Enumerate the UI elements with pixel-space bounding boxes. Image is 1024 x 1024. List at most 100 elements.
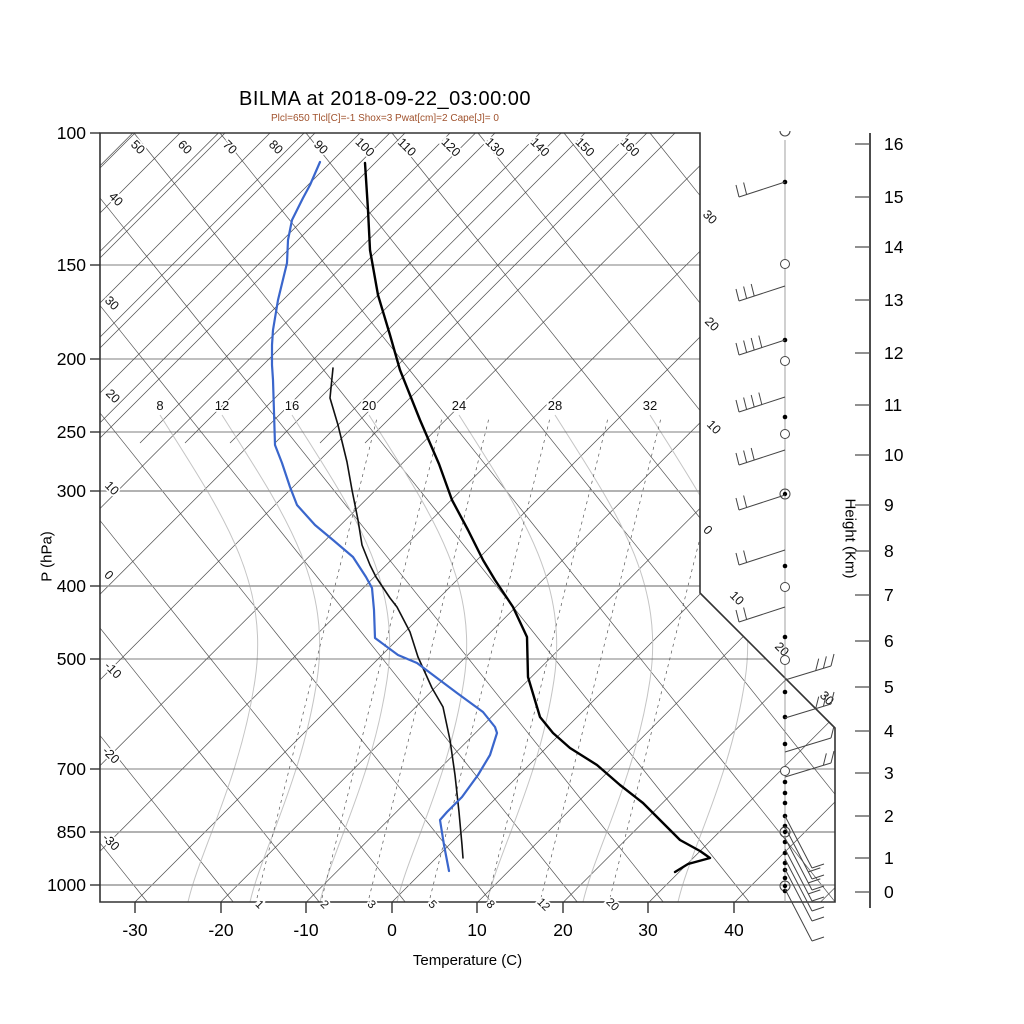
wind-level-circle xyxy=(780,356,790,366)
wind-barb xyxy=(784,750,835,778)
height-tick-label: 1 xyxy=(884,848,894,868)
wind-level-circle xyxy=(780,655,790,665)
wind-barb xyxy=(784,868,825,922)
wind-barb xyxy=(784,826,825,880)
height-tick-label: 8 xyxy=(884,541,894,561)
wind-barb xyxy=(735,392,786,413)
mixing-ratio-label: 20 xyxy=(603,896,621,914)
isotherm-label-right: 10 xyxy=(704,417,724,437)
height-tick-label: 7 xyxy=(884,585,894,605)
wind-barb xyxy=(784,653,835,681)
height-tick-label: 5 xyxy=(884,677,894,697)
wind-barb xyxy=(735,549,786,566)
wind-level-dot xyxy=(782,563,788,569)
mixing-ratio-label: 8 xyxy=(484,898,497,911)
mixing-ratio-label: 12 xyxy=(534,896,552,914)
temperature-tick-label: 20 xyxy=(553,920,573,940)
temperature-tick-label: -20 xyxy=(208,920,234,940)
wind-barb xyxy=(735,494,786,511)
isotherm-label-top: 50 xyxy=(128,137,148,157)
moist-adiabat-label: 28 xyxy=(548,398,562,413)
temperature-tick-label: 0 xyxy=(387,920,397,940)
isotherm-label-left: 40 xyxy=(106,189,126,209)
pressure-tick-label: 850 xyxy=(57,822,86,842)
isotherm-label-top: 120 xyxy=(439,135,464,160)
wind-level-dot xyxy=(782,634,788,640)
height-tick-label: 11 xyxy=(884,395,902,415)
isotherm-label-top: 60 xyxy=(175,137,195,157)
wind-barb xyxy=(784,848,825,902)
height-tick-label: 9 xyxy=(884,495,894,515)
auxiliary-profile-line xyxy=(329,367,464,859)
wind-barb xyxy=(784,888,825,942)
pressure-tick-label: 250 xyxy=(57,422,86,442)
height-tick-label: 6 xyxy=(884,631,894,651)
wind-level-circled-dot xyxy=(779,488,791,500)
isotherm-label-top: 150 xyxy=(573,135,598,160)
isotherm-label-top: 140 xyxy=(528,135,553,160)
temperature-tick-label: -10 xyxy=(293,920,319,940)
isotherm-label-left: -30 xyxy=(99,831,122,854)
wind-barb xyxy=(784,725,835,753)
isotherm-label-right: 30 xyxy=(700,207,720,227)
moist-adiabat-label: 8 xyxy=(156,398,163,413)
isotherm-label-left: 30 xyxy=(102,293,122,313)
temperature-tick-label: 40 xyxy=(724,920,744,940)
pressure-tick-label: 500 xyxy=(57,649,86,669)
dewpoint-profile-line xyxy=(270,160,499,873)
moist-adiabat-label: 12 xyxy=(215,398,229,413)
page-title: BILMA at 2018-09-22_03:00:00 xyxy=(239,88,531,110)
height-tick-label: 12 xyxy=(884,343,903,363)
wind-level-dot xyxy=(782,414,788,420)
wind-barb xyxy=(735,447,786,466)
wind-barb xyxy=(784,815,825,869)
mixing-ratio-label: 5 xyxy=(426,898,439,911)
wind-level-dot xyxy=(782,741,788,747)
wind-level-circle xyxy=(780,582,790,592)
pressure-tick-label: 400 xyxy=(57,576,86,596)
pressure-tick-label: 1000 xyxy=(47,875,86,895)
wind-barb-column xyxy=(735,130,835,942)
isotherm-label-diagonal: 20 xyxy=(772,639,792,659)
temperature-tick-label: -30 xyxy=(122,920,148,940)
wind-level-dot xyxy=(782,800,788,806)
temperature-profile-line xyxy=(363,161,712,874)
mixing-ratio-label: 3 xyxy=(365,898,378,911)
wind-level-circle xyxy=(780,766,790,776)
height-tick-label: 15 xyxy=(884,187,903,207)
temperature-tick-label: 10 xyxy=(467,920,487,940)
moist-adiabat-label: 20 xyxy=(362,398,376,413)
wind-level-circle xyxy=(780,259,790,269)
height-tick-label: 14 xyxy=(884,237,904,257)
calm-wind-symbol xyxy=(779,130,791,137)
isotherm-label-diagonal: 10 xyxy=(727,588,747,608)
isotherm-label-top: 130 xyxy=(483,135,508,160)
wind-barb xyxy=(784,858,825,912)
isotherm-label-left: -10 xyxy=(101,659,124,682)
wind-barb xyxy=(735,181,786,198)
height-tick-label: 16 xyxy=(884,134,903,154)
isotherm-label-right: 20 xyxy=(702,314,722,334)
wind-level-dot xyxy=(782,875,788,881)
pressure-axis-title: P (hPa) xyxy=(38,531,56,582)
isotherm-label-top: 160 xyxy=(618,135,643,160)
wind-level-dot xyxy=(782,689,788,695)
wind-level-dot xyxy=(782,779,788,785)
wind-barb xyxy=(735,283,786,302)
wind-barb xyxy=(735,335,786,356)
height-tick-label: 2 xyxy=(884,806,894,826)
isotherm-label-top: 100 xyxy=(353,135,378,160)
mixing-ratio-label: 1 xyxy=(253,898,266,911)
pressure-tick-label: 200 xyxy=(57,349,86,369)
isotherm-label-right: 0 xyxy=(700,523,715,538)
wind-level-dot xyxy=(782,790,788,796)
temperature-tick-label: 30 xyxy=(638,920,658,940)
moist-adiabat-label: 32 xyxy=(643,398,657,413)
indices-subtitle: Plcl=650 Tlcl[C]=-1 Shox=3 Pwat[cm]=2 Ca… xyxy=(271,113,499,124)
wind-barb xyxy=(735,606,786,623)
wind-barb xyxy=(784,837,825,891)
height-tick-label: 10 xyxy=(884,445,904,465)
pressure-tick-label: 300 xyxy=(57,481,86,501)
